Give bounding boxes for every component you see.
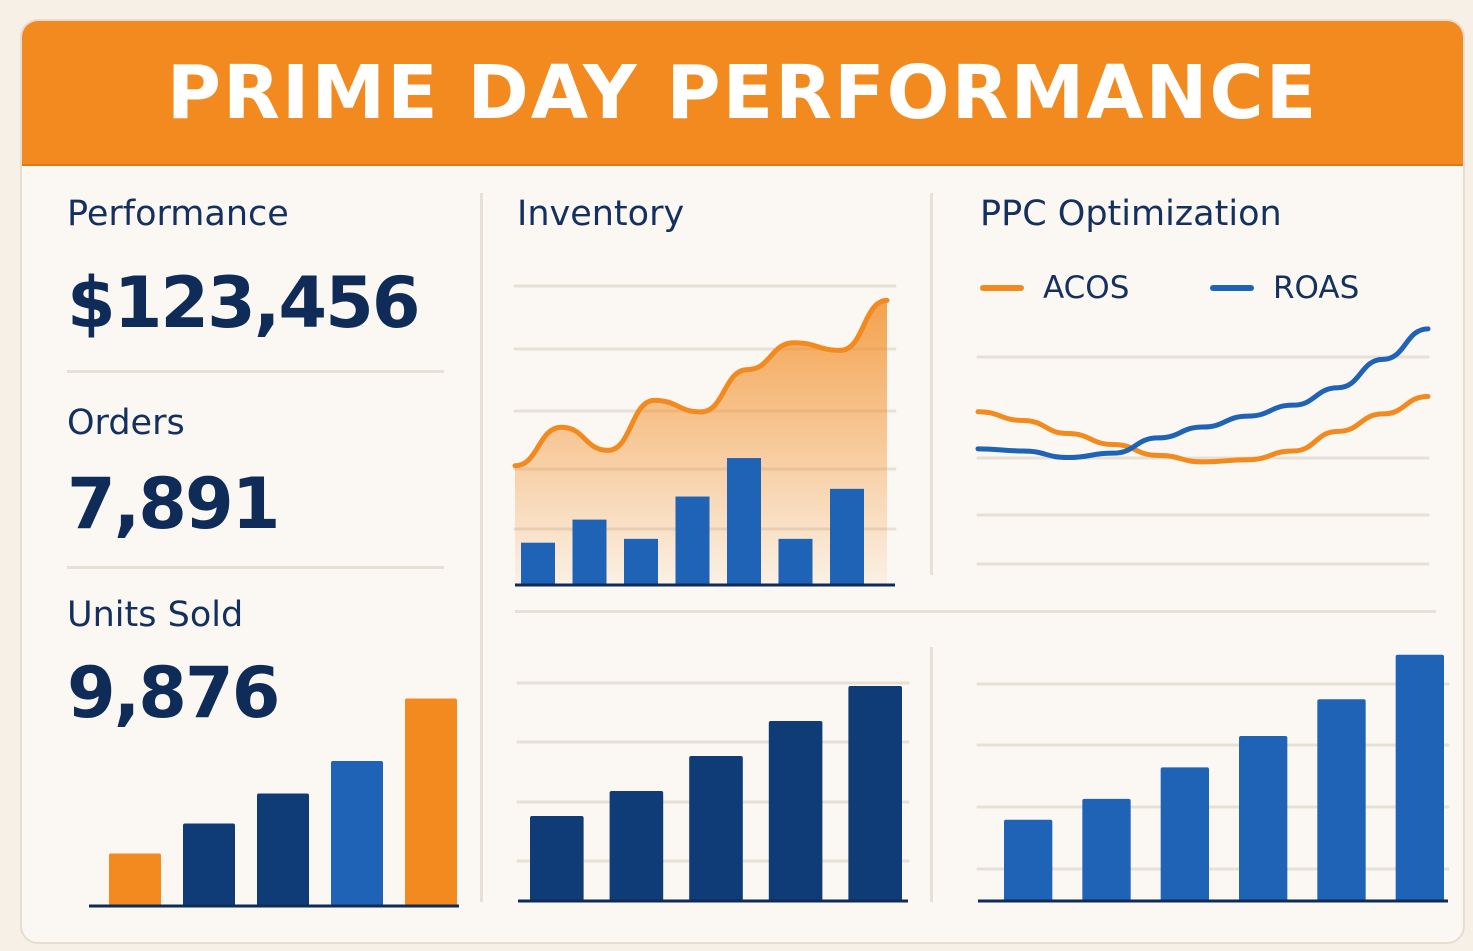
page-title: PRIME DAY PERFORMANCE bbox=[166, 49, 1319, 136]
acos-legend-label: ACOS bbox=[1043, 270, 1130, 306]
performance-label: Performance bbox=[67, 194, 289, 234]
inventory-title: Inventory bbox=[517, 194, 685, 234]
ppc-acos-line bbox=[975, 393, 1431, 465]
inventory-bar-0 bbox=[521, 542, 555, 585]
ppc-chart bbox=[975, 326, 1431, 566]
right-bar-4 bbox=[1317, 699, 1366, 901]
right-bar-chart bbox=[976, 654, 1450, 903]
middle-bar-0 bbox=[530, 816, 584, 901]
units-sold-value: 9,876 bbox=[67, 652, 280, 734]
inventory-area-fill bbox=[515, 300, 887, 585]
orders-value: 7,891 bbox=[67, 463, 280, 545]
ppc-roas-line bbox=[975, 326, 1431, 461]
left-column-divider bbox=[480, 193, 483, 902]
top-right-divider bbox=[930, 193, 933, 575]
units-sold-bar-3 bbox=[331, 761, 383, 906]
orders-divider bbox=[67, 566, 444, 569]
right-bar-1 bbox=[1082, 798, 1131, 901]
right-bar-2 bbox=[1160, 767, 1209, 901]
units-sold-bar-0 bbox=[109, 853, 161, 906]
header-banner: PRIME DAY PERFORMANCE bbox=[22, 21, 1463, 166]
middle-bar-1 bbox=[609, 791, 664, 901]
right-bar-3 bbox=[1239, 735, 1288, 901]
orders-label: Orders bbox=[67, 403, 185, 443]
performance-value: $123,456 bbox=[67, 262, 421, 344]
inventory-area-line bbox=[512, 297, 890, 469]
ppc-title: PPC Optimization bbox=[980, 194, 1282, 234]
middle-bar-4 bbox=[848, 686, 902, 901]
middle-bar-3 bbox=[768, 721, 823, 901]
roas-legend-label: ROAS bbox=[1273, 270, 1360, 306]
roas-legend-swatch bbox=[1210, 285, 1254, 291]
inventory-bar-6 bbox=[830, 488, 864, 585]
inventory-chart bbox=[512, 284, 897, 587]
row-divider bbox=[515, 610, 1436, 613]
bottom-right-divider bbox=[930, 647, 933, 902]
inventory-bar-4 bbox=[727, 458, 761, 585]
inventory-bar-1 bbox=[572, 519, 607, 585]
middle-bar-2 bbox=[689, 756, 743, 901]
units-sold-label: Units Sold bbox=[67, 595, 244, 635]
units-sold-bar-1 bbox=[183, 823, 235, 906]
right-bar-5 bbox=[1395, 654, 1444, 901]
right-bar-0 bbox=[1004, 819, 1053, 901]
units-sold-bar-4 bbox=[405, 698, 457, 906]
performance-divider bbox=[67, 370, 444, 373]
middle-bar-chart bbox=[516, 681, 910, 903]
inventory-bar-2 bbox=[624, 538, 658, 585]
units-sold-bar-2 bbox=[257, 793, 309, 906]
inventory-bar-3 bbox=[675, 496, 710, 585]
inventory-bar-5 bbox=[778, 538, 813, 585]
acos-legend-swatch bbox=[980, 285, 1024, 291]
dashboard-card: PRIME DAY PERFORMANCE Performance $123,4… bbox=[20, 19, 1465, 944]
units-sold-bar-chart bbox=[89, 698, 459, 908]
